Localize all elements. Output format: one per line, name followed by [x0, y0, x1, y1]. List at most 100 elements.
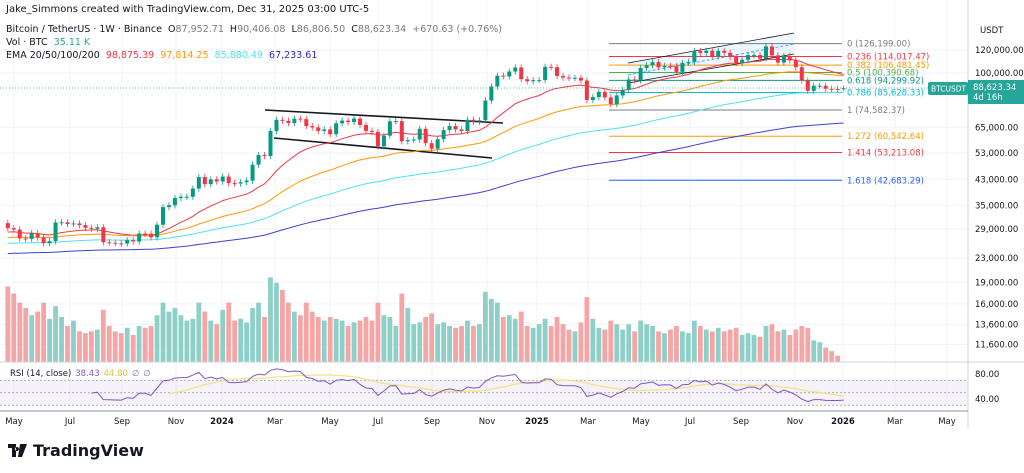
volume-bar: [321, 320, 327, 362]
volume-bar: [208, 320, 214, 362]
volume-bar: [596, 327, 602, 362]
rsi-ma-value: 44.80: [104, 369, 128, 379]
price-tick[interactable]: 100,000.00: [975, 69, 1024, 79]
time-tick[interactable]: Mar: [267, 417, 284, 427]
volume-bar: [303, 302, 309, 362]
candle-body: [781, 55, 786, 63]
volume-bar: [5, 286, 11, 362]
candle-body: [59, 222, 64, 224]
badge-symbol: BTCUSDT: [931, 85, 967, 94]
candle-body: [519, 67, 524, 80]
volume-bar: [77, 331, 82, 362]
ema100-line: [7, 91, 844, 244]
time-tick[interactable]: Jul: [372, 417, 383, 427]
candle-body: [477, 120, 482, 122]
volume-bar: [375, 302, 381, 362]
candle-body: [483, 100, 488, 121]
candle-body: [202, 177, 207, 185]
time-tick[interactable]: Sep: [114, 417, 130, 427]
time-tick[interactable]: Mar: [887, 417, 904, 427]
volume-bar: [435, 324, 441, 362]
ema-legend[interactable]: EMA 20/50/100/200 98,875.39 97,814.25 85…: [6, 50, 317, 61]
candle-body: [53, 222, 58, 242]
rsi-tick[interactable]: 80.00: [975, 370, 999, 380]
rsi-axis[interactable]: 80.00 40.00: [975, 370, 999, 405]
volume-bar: [399, 293, 405, 362]
candle-body: [662, 66, 667, 68]
candle-body: [429, 143, 434, 149]
candle-body: [256, 155, 261, 165]
price-tick[interactable]: 19,000.00: [975, 278, 1018, 288]
time-tick[interactable]: Sep: [424, 417, 440, 427]
time-tick[interactable]: Sep: [733, 417, 749, 427]
volume-bar: [793, 329, 799, 362]
time-tick[interactable]: 2026: [831, 417, 855, 427]
price-tick[interactable]: 23,000.00: [975, 254, 1018, 264]
price-tick[interactable]: 120,000.00: [975, 46, 1024, 56]
price-tick[interactable]: 43,000.00: [975, 175, 1018, 185]
low-value: 86,806.50: [296, 24, 346, 35]
volume-bar: [71, 320, 76, 362]
symbol-name[interactable]: Bitcoin / TetherUS · 1W · Binance: [6, 24, 162, 35]
time-tick[interactable]: 2024: [210, 417, 234, 427]
volume-bar: [691, 320, 697, 362]
time-tick[interactable]: Mar: [580, 417, 597, 427]
candle-body: [799, 67, 804, 81]
rsi-label: RSI (14, close): [10, 369, 71, 379]
price-tick[interactable]: 35,000.00: [975, 201, 1018, 211]
volume-bar: [823, 347, 829, 362]
close-label: C: [351, 24, 358, 35]
symbol-legend[interactable]: Bitcoin / TetherUS · 1W · Binance O87,95…: [6, 24, 502, 35]
price-tick[interactable]: 53,000.00: [975, 149, 1018, 159]
time-tick[interactable]: Nov: [479, 417, 496, 427]
price-axis[interactable]: 120,000.00 100,000.00 65,000.00 53,000.00 43…: [975, 46, 1024, 350]
volume-legend[interactable]: Vol · BTC 35.11 K: [6, 37, 90, 48]
candle-body: [17, 229, 22, 239]
time-tick[interactable]: Jul: [684, 417, 695, 427]
time-axis[interactable]: May Jul Sep Nov 2024 Mar May Jul Sep Nov 2025 Mar Ma…: [5, 417, 956, 427]
time-tick[interactable]: 2025: [525, 417, 549, 427]
candle-body: [298, 118, 303, 120]
time-tick[interactable]: Jul: [64, 417, 75, 427]
time-tick[interactable]: May: [321, 417, 339, 427]
price-tick[interactable]: 11,600.00: [975, 340, 1018, 350]
rising-channel-upper[interactable]: [627, 32, 795, 64]
candle-body: [107, 242, 112, 244]
tradingview-logo[interactable]: TradingView: [8, 441, 144, 460]
time-tick[interactable]: Nov: [787, 417, 804, 427]
falling-channel-lower[interactable]: [273, 137, 493, 159]
volume-bar: [554, 317, 560, 362]
price-tick[interactable]: 65,000.00: [975, 123, 1018, 133]
candle-body: [137, 233, 142, 242]
price-tick[interactable]: 16,000.00: [975, 300, 1018, 310]
price-tick[interactable]: 29,000.00: [975, 225, 1018, 235]
volume-bar: [739, 335, 745, 362]
fib-label: 0.786 (85,628.33): [847, 89, 924, 99]
volume-bar: [291, 311, 297, 362]
candle-body: [155, 224, 160, 238]
time-tick[interactable]: May: [5, 417, 23, 427]
trendline-drawings[interactable]: [264, 32, 795, 159]
candle-body: [316, 127, 321, 131]
volume-bar: [727, 329, 733, 362]
fib-label: 0.5 (100,390.68): [847, 69, 919, 79]
candle-body: [555, 67, 560, 76]
volume-bar: [244, 322, 249, 362]
candle-body: [310, 126, 315, 128]
fibonacci-retracement[interactable]: 0 (126,199.00) 0.236 (114,017.47)0.382 (1…: [609, 40, 929, 187]
candle-body: [143, 233, 148, 235]
ema200-value: 67,233.61: [269, 50, 318, 61]
volume-bar: [483, 291, 488, 362]
price-tick[interactable]: 13,600.00: [975, 320, 1018, 330]
falling-channel-upper[interactable]: [264, 109, 504, 124]
rsi-tick[interactable]: 40.00: [975, 395, 999, 405]
time-tick[interactable]: May: [632, 417, 650, 427]
time-tick[interactable]: May: [938, 417, 956, 427]
candle-body: [632, 79, 637, 81]
candle-body: [83, 225, 88, 228]
candle-body: [650, 62, 655, 66]
time-tick[interactable]: Nov: [168, 417, 185, 427]
candle-body: [686, 61, 691, 63]
candle-body: [149, 233, 154, 238]
